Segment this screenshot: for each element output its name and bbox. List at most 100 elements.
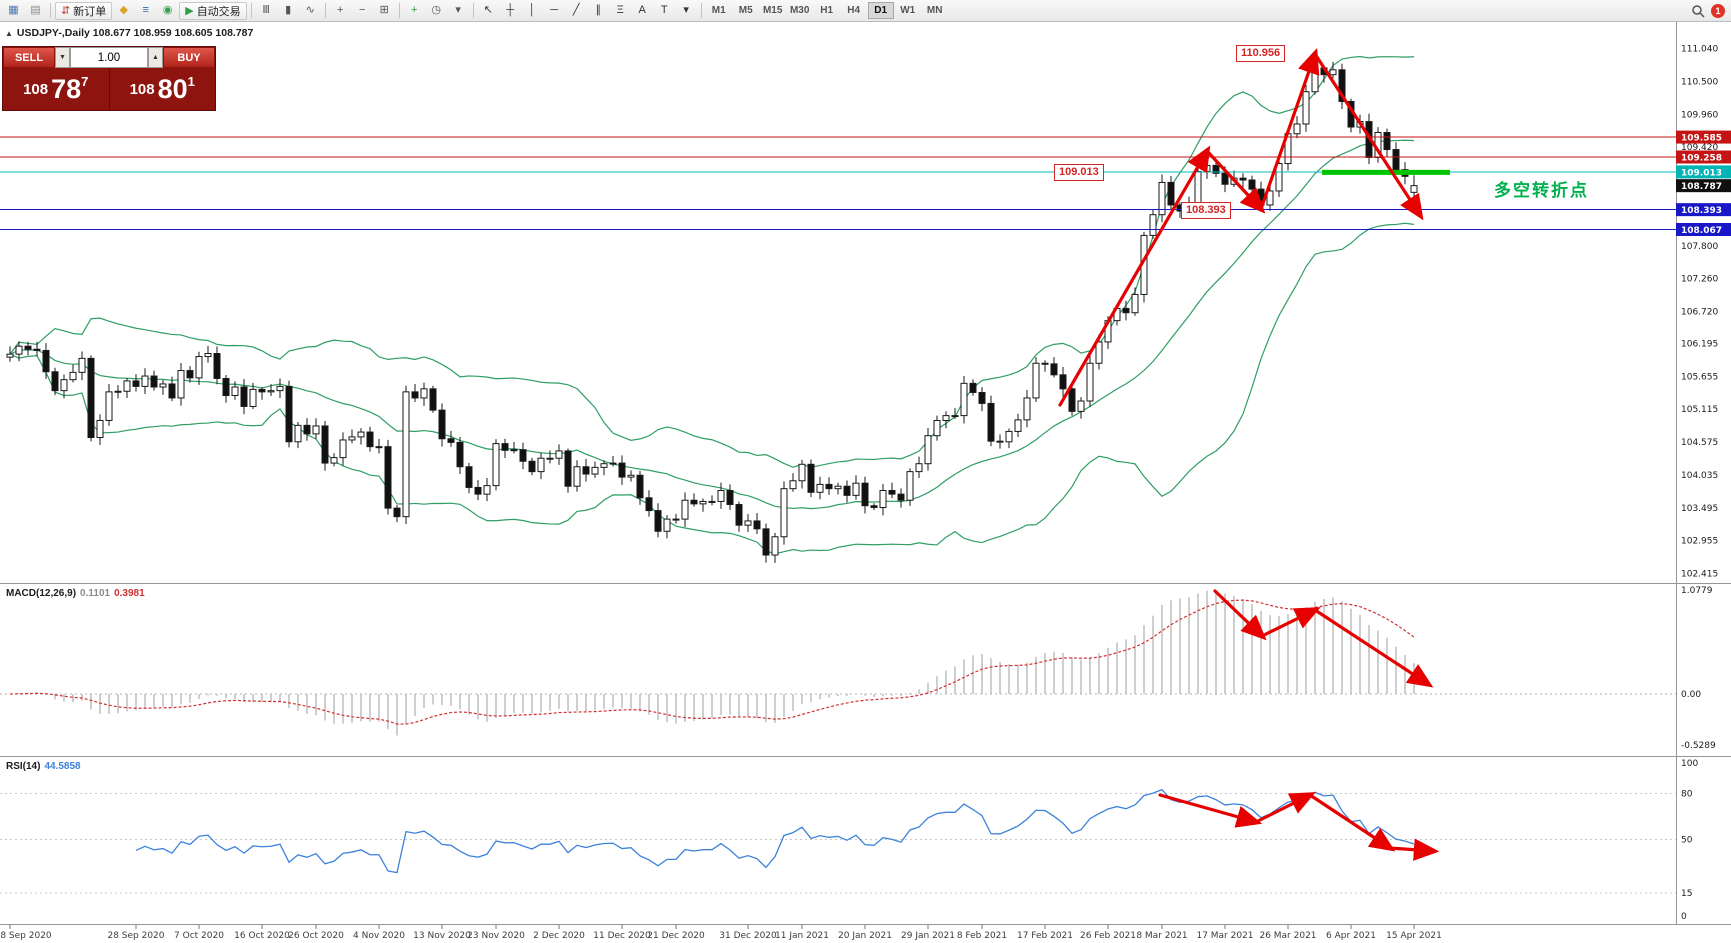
svg-text:105.115: 105.115 (1681, 405, 1718, 415)
toolbar-items: ▦ ▤ ⇵ 新订单 ◆ ≡ ◉ ▶ 自动交易 Ⅲ ▮ ∿ + − ⊞ + ◷ ▾ ↖ ┼ │ ─ ╱ ∥ Ξ A T ▾ M1 M5 M15… (3, 1, 948, 20)
turning-point-annotation: 多空转折点 (1494, 181, 1589, 200)
price-level-lines (0, 136, 1676, 231)
timeframe-mn-button[interactable]: MN (922, 2, 948, 19)
svg-text:0: 0 (1681, 912, 1687, 922)
toolbar-separator (50, 3, 51, 18)
line-chart-mode-icon[interactable]: ∿ (300, 2, 321, 20)
time-axis[interactable]: 8 Sep 2020 28 Sep 2020 7 Oct 2020 16 Oct 20… (0, 925, 1442, 941)
svg-text:109.420: 109.420 (1681, 143, 1718, 153)
zoom-in-icon[interactable]: + (330, 2, 351, 20)
svg-text:106.720: 106.720 (1681, 308, 1718, 318)
buy-button[interactable]: BUY (163, 47, 215, 68)
svg-text:17 Mar 2021: 17 Mar 2021 (1196, 931, 1253, 941)
price-scale[interactable]: 111.040 110.500 109.960 109.420 107.800 107.2… (0, 22, 1731, 925)
svg-text:21 Dec 2020: 21 Dec 2020 (647, 931, 705, 941)
tile-windows-icon[interactable]: ⊞ (374, 2, 395, 20)
sell-price-main: 78 (51, 73, 82, 104)
text-tool-icon[interactable]: A (632, 2, 653, 20)
candlestick-mode-icon[interactable]: ▮ (278, 2, 299, 20)
svg-text:106.195: 106.195 (1681, 339, 1718, 349)
buy-price[interactable]: 108 80 1 (110, 68, 216, 110)
bollinger-bands (9, 55, 1415, 555)
market-watch-icon[interactable]: ≡ (135, 2, 156, 20)
toolbar-separator (700, 3, 702, 18)
profiles-icon[interactable]: ▤ (25, 2, 46, 20)
svg-text:0.00: 0.00 (1681, 690, 1701, 700)
notification-badge[interactable]: 1 (1711, 3, 1725, 18)
toolbar-separator (324, 3, 326, 18)
period-selector-icon[interactable]: ◷ (426, 2, 447, 20)
svg-text:11 Jan 2021: 11 Jan 2021 (775, 931, 829, 941)
svg-text:20 Jan 2021: 20 Jan 2021 (838, 931, 892, 941)
svg-text:8 Mar 2021: 8 Mar 2021 (1136, 931, 1187, 941)
channel-tool-icon[interactable]: ∥ (588, 2, 609, 20)
strategy-tester-icon[interactable]: ◉ (157, 2, 178, 20)
cursor-tool-icon[interactable]: ↖ (478, 2, 499, 20)
timeframe-m30-button[interactable]: M30 (787, 2, 813, 19)
sell-price[interactable]: 108 78 7 (3, 68, 110, 110)
new-order-button[interactable]: ⇵ 新订单 (55, 1, 113, 20)
svg-text:28 Sep 2020: 28 Sep 2020 (107, 931, 164, 941)
sell-button[interactable]: SELL (3, 47, 55, 68)
toolbar-separator (398, 3, 400, 18)
svg-text:107.800: 107.800 (1681, 242, 1718, 252)
metaeditor-icon[interactable]: ◆ (113, 2, 134, 20)
volume-increase-button[interactable]: ▲ (148, 47, 163, 68)
svg-text:31 Dec 2020: 31 Dec 2020 (719, 931, 777, 941)
timeframe-w1-button[interactable]: W1 (895, 2, 921, 19)
zoom-out-icon[interactable]: − (352, 2, 373, 20)
svg-text:100: 100 (1681, 759, 1698, 769)
new-order-label: 新订单 (73, 5, 107, 18)
timeframe-h4-button[interactable]: H4 (841, 2, 867, 19)
indicators-add-icon[interactable]: + (404, 2, 425, 20)
svg-text:108.393: 108.393 (1681, 206, 1722, 216)
templates-caret-icon[interactable]: ▾ (448, 2, 469, 20)
toolbar: ▦ ▤ ⇵ 新订单 ◆ ≡ ◉ ▶ 自动交易 Ⅲ ▮ ∿ + − ⊞ + ◷ ▾ ↖ ┼ │ ─ ╱ ∥ Ξ A T ▾ M1 M5 M15… (0, 0, 1731, 22)
svg-text:104.575: 104.575 (1681, 438, 1718, 448)
timeframe-h1-button[interactable]: H1 (814, 2, 840, 19)
price-annotation-box-low[interactable]: 108.393 (1181, 202, 1231, 219)
price-annotation-box-mid[interactable]: 109.013 (1054, 164, 1104, 181)
new-chart-icon[interactable]: ▦ (3, 2, 24, 20)
svg-text:29 Jan 2021: 29 Jan 2021 (901, 931, 955, 941)
trendline-tool-icon[interactable]: ╱ (566, 2, 587, 20)
svg-text:1.0779: 1.0779 (1681, 586, 1713, 596)
horizontal-line-tool-icon[interactable]: ─ (544, 2, 565, 20)
oneclick-toggle-icon[interactable]: ▲ (5, 28, 13, 38)
fibonacci-tool-icon[interactable]: Ξ (610, 2, 631, 20)
trend-arrows-rsi (1158, 792, 1440, 861)
search-icon[interactable] (1687, 2, 1708, 20)
svg-text:26 Feb 2021: 26 Feb 2021 (1080, 931, 1136, 941)
svg-text:110.500: 110.500 (1681, 77, 1718, 87)
arrows-tool-caret-icon[interactable]: ▾ (676, 2, 697, 20)
symbol-ohlc-text: USDJPY-,Daily 108.677 108.959 108.605 10… (16, 27, 254, 39)
volume-decrease-button[interactable]: ▼ (55, 47, 70, 68)
timeframe-m1-button[interactable]: M1 (706, 2, 732, 19)
svg-text:15 Apr 2021: 15 Apr 2021 (1386, 931, 1442, 941)
price-annotation-box-high[interactable]: 110.956 (1236, 45, 1286, 62)
symbol-ohlc-label: ▲ USDJPY-,Daily 108.677 108.959 108.605 … (5, 27, 253, 39)
svg-text:108.787: 108.787 (1681, 182, 1722, 192)
timeframe-m15-button[interactable]: M15 (760, 2, 786, 19)
autotrading-icon: ▶ (185, 5, 194, 17)
svg-text:80: 80 (1681, 790, 1693, 800)
volume-input[interactable] (70, 47, 148, 68)
trade-panel-controls: SELL ▼ ▲ BUY (3, 47, 215, 68)
autotrading-button[interactable]: ▶ 自动交易 (179, 1, 247, 20)
timeframe-m5-button[interactable]: M5 (733, 2, 759, 19)
crosshair-tool-icon[interactable]: ┼ (500, 2, 521, 20)
svg-text:102.955: 102.955 (1681, 537, 1718, 547)
autotrading-label: 自动交易 (196, 5, 241, 18)
label-tool-icon[interactable]: T (654, 2, 675, 20)
rsi-name: RSI(14) (6, 761, 41, 772)
svg-text:102.415: 102.415 (1681, 570, 1718, 580)
timeframe-d1-button[interactable]: D1 (867, 2, 894, 19)
vertical-line-tool-icon[interactable]: │ (522, 2, 543, 20)
svg-text:103.495: 103.495 (1681, 504, 1718, 514)
svg-text:2 Dec 2020: 2 Dec 2020 (533, 931, 585, 941)
svg-text:6 Apr 2021: 6 Apr 2021 (1326, 931, 1376, 941)
svg-text:7 Oct 2020: 7 Oct 2020 (174, 931, 224, 941)
bar-chart-mode-icon[interactable]: Ⅲ (256, 2, 277, 20)
